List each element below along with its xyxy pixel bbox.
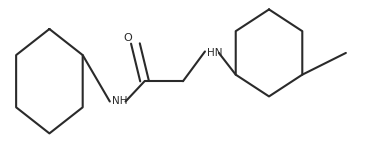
Text: NH: NH: [112, 97, 127, 106]
Text: O: O: [124, 33, 132, 43]
Text: HN: HN: [207, 48, 222, 58]
